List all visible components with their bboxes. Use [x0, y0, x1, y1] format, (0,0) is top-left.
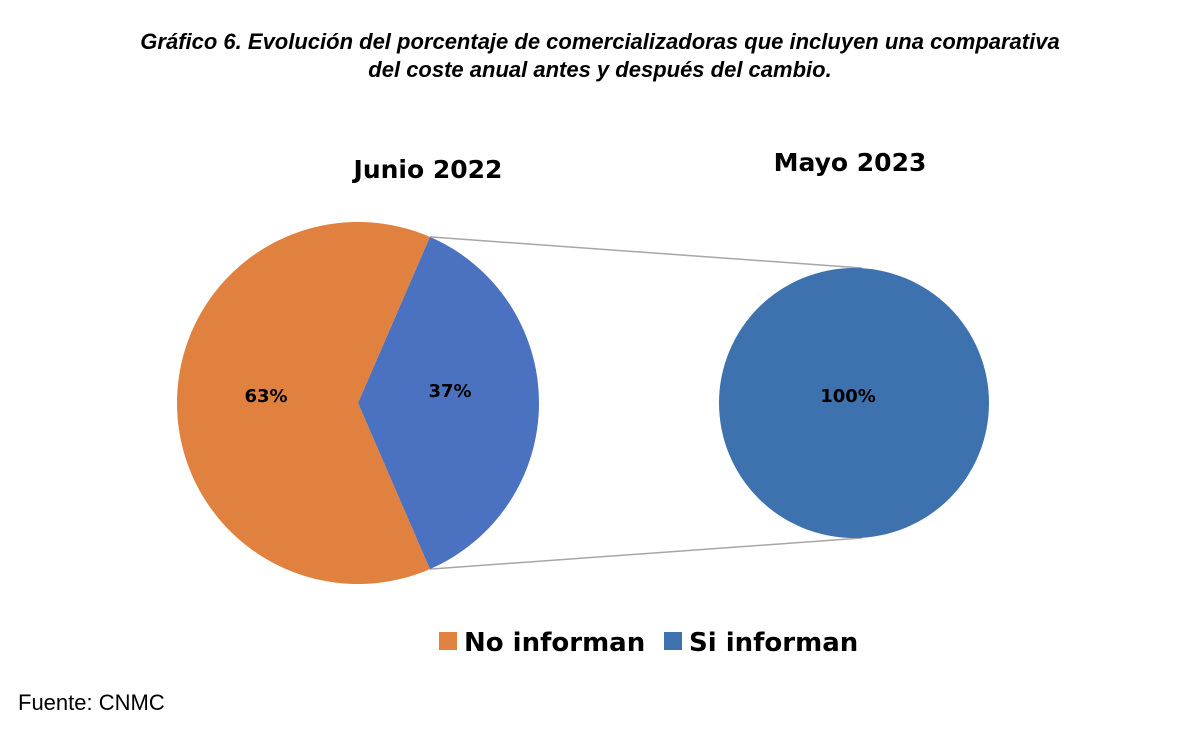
legend: No informan Si informan — [439, 628, 858, 658]
legend-label-si-informan: Si informan — [689, 628, 858, 658]
pie-mayo-2023 — [719, 268, 989, 538]
legend-swatch-si-informan — [664, 632, 682, 650]
title-line-1: Gráfico 6. Evolución del porcentaje de c… — [140, 29, 1060, 54]
pie-junio-2022 — [176, 222, 539, 584]
title-line-2: del coste anual antes y después del camb… — [368, 57, 832, 82]
pie1-title: Junio 2022 — [352, 155, 503, 184]
pie-slice-si-informan — [358, 236, 539, 570]
label-si-informan-2022: 37% — [428, 381, 471, 402]
connector-line-top — [429, 236, 863, 269]
pie2-title: Mayo 2023 — [774, 148, 927, 177]
source-note: Fuente: CNMC — [18, 690, 165, 715]
pie-slice-no-informan — [176, 222, 430, 584]
legend-label-no-informan: No informan — [464, 628, 645, 658]
connector-line-bottom — [429, 537, 863, 570]
pie-slice-si-informan — [719, 268, 989, 538]
chart-title: Gráfico 6. Evolución del porcentaje de c… — [0, 28, 1200, 84]
label-no-informan-2022: 63% — [244, 386, 287, 407]
legend-swatch-no-informan — [439, 632, 457, 650]
label-si-informan-2023: 100% — [820, 386, 876, 407]
